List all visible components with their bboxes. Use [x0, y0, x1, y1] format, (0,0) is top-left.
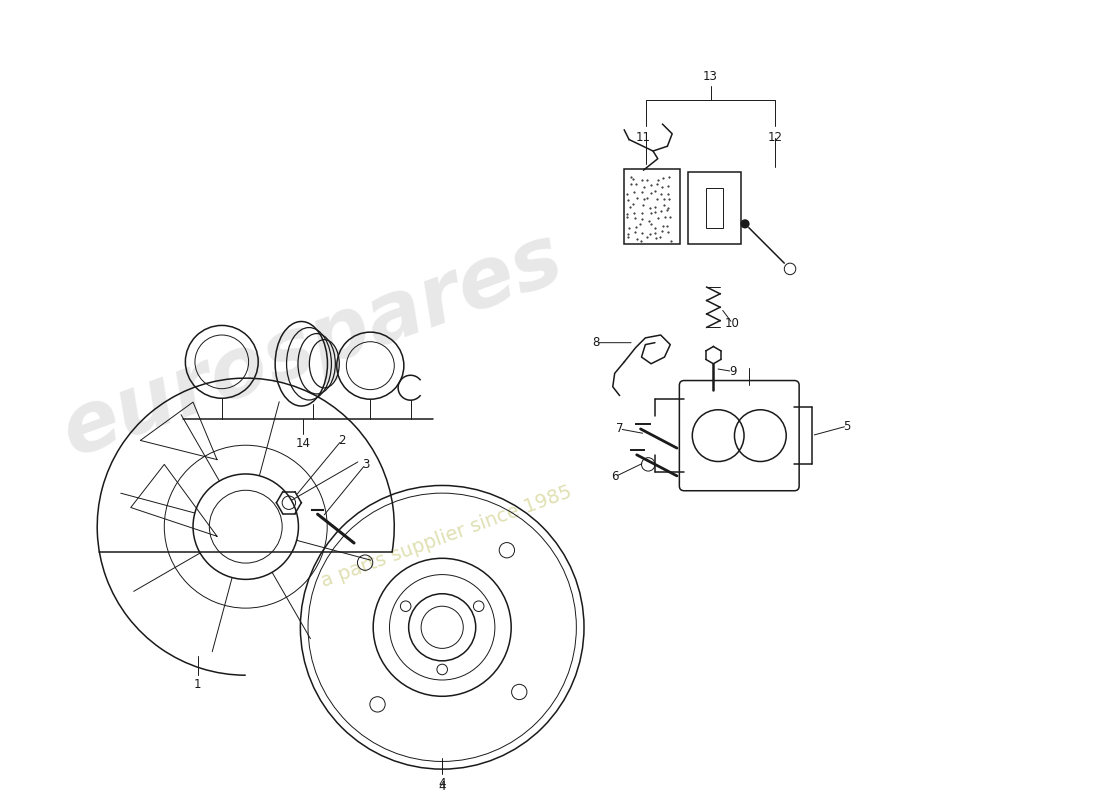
Text: 8: 8: [592, 336, 600, 349]
Text: 11: 11: [636, 131, 651, 144]
Text: 12: 12: [767, 131, 782, 144]
Text: a parts supplier since 1985: a parts supplier since 1985: [319, 482, 575, 590]
Text: 14: 14: [296, 437, 310, 450]
Text: eurospares: eurospares: [52, 217, 574, 473]
Text: 10: 10: [725, 317, 740, 330]
Text: 13: 13: [703, 70, 718, 82]
Text: 7: 7: [616, 422, 624, 435]
Text: 4: 4: [439, 780, 446, 793]
Circle shape: [741, 220, 749, 228]
Text: 2: 2: [338, 434, 345, 447]
Text: 3: 3: [362, 458, 370, 471]
FancyBboxPatch shape: [706, 188, 724, 228]
Text: 1: 1: [194, 678, 201, 691]
Text: 4: 4: [439, 777, 446, 790]
Text: 9: 9: [729, 365, 736, 378]
Text: 6: 6: [610, 470, 618, 483]
Text: 5: 5: [844, 419, 850, 433]
